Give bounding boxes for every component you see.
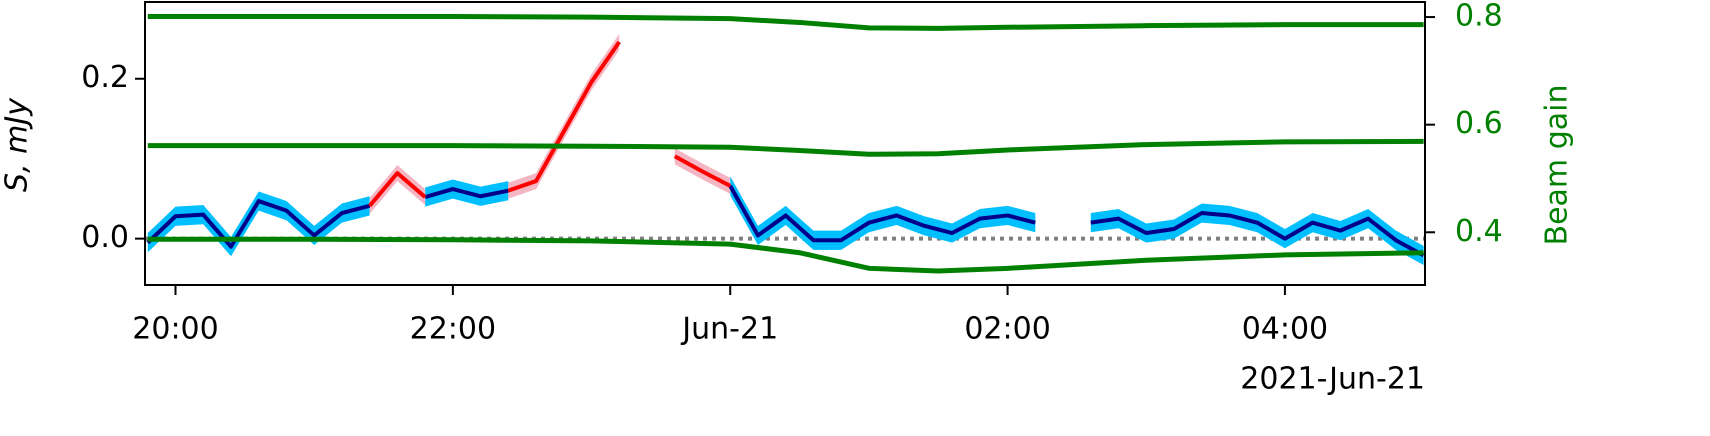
y2-tick-label: 0.6 bbox=[1455, 106, 1503, 141]
x-tick-label: 04:00 bbox=[1242, 312, 1328, 347]
y2-tick-label: 0.4 bbox=[1455, 214, 1503, 249]
x-tick-label: Jun-21 bbox=[680, 312, 778, 347]
beam-gain-line bbox=[147, 138, 1424, 157]
flux-line bbox=[368, 40, 732, 208]
x-offset-label: 2021-Jun-21 bbox=[1240, 362, 1425, 397]
y-tick-label: 0.0 bbox=[81, 220, 129, 255]
y-tick-label: 0.2 bbox=[81, 60, 129, 95]
y2-tick-label: 0.8 bbox=[1455, 0, 1503, 34]
flux-line bbox=[146, 184, 1425, 258]
y-axis-label: S, mJy bbox=[0, 97, 35, 192]
plot-frame bbox=[144, 1, 1426, 286]
error-band bbox=[508, 33, 620, 199]
y2-axis-label: Beam gain bbox=[1540, 85, 1575, 246]
error-band bbox=[369, 165, 426, 214]
x-tick-label: 20:00 bbox=[132, 312, 218, 347]
x-tick-label: 02:00 bbox=[964, 312, 1050, 347]
error-band bbox=[1090, 203, 1424, 266]
x-tick-label: 22:00 bbox=[410, 312, 496, 347]
beam-gain-line bbox=[147, 14, 1424, 31]
beam-gain-line bbox=[147, 236, 1424, 274]
